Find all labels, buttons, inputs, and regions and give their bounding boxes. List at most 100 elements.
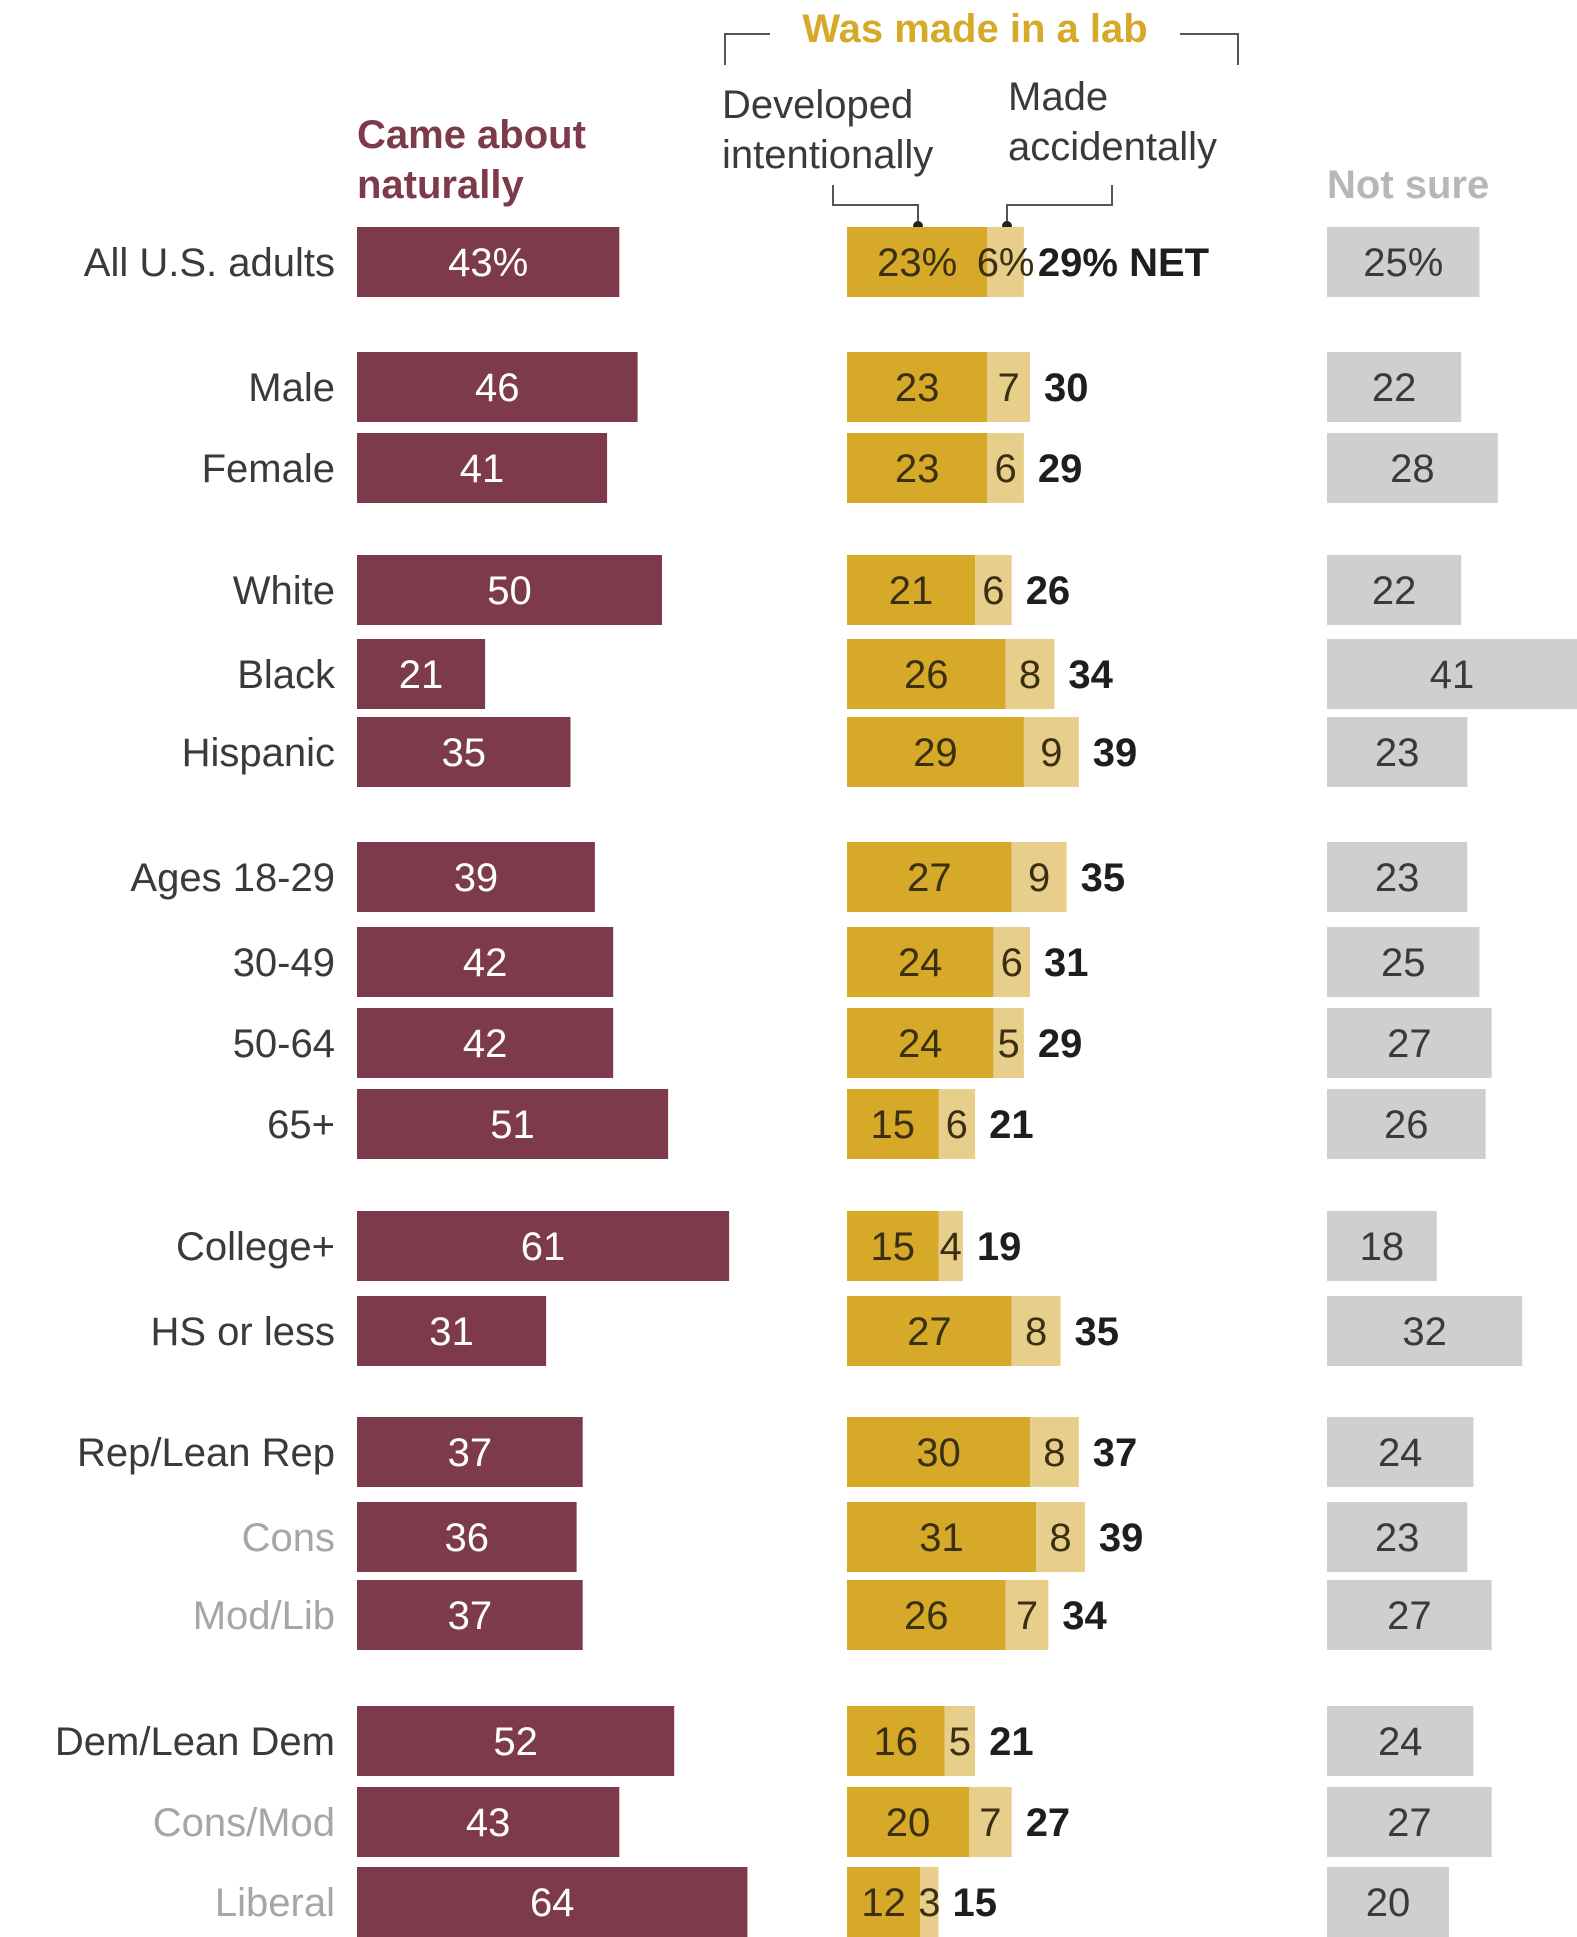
intentional-bar (847, 927, 994, 997)
accidental-bar (987, 227, 1024, 297)
not-sure-value-label: 24 (1378, 1720, 1423, 1764)
intentional-value-label: 16 (874, 1720, 919, 1764)
accidental-value-label: 7 (998, 366, 1020, 410)
intentional-leader-line (832, 185, 919, 226)
accidental-bar (920, 1867, 939, 1937)
accidental-bar (1030, 1417, 1079, 1487)
intentional-value-label: 23 (895, 366, 940, 410)
accidental-bar (1036, 1502, 1085, 1572)
intentional-value-label: 23 (895, 447, 940, 491)
row-label: Cons (242, 1516, 335, 1560)
naturally-bar (357, 1706, 675, 1776)
intentional-bar (847, 1867, 921, 1937)
not-sure-value-label: 27 (1387, 1022, 1432, 1066)
naturally-value-label: 42 (463, 1022, 508, 1066)
intentional-bar (847, 1211, 939, 1281)
naturally-bar (357, 1580, 583, 1650)
intentional-bar (847, 433, 988, 503)
lab-header: Was made in a lab (802, 7, 1147, 51)
naturally-bar (357, 555, 662, 625)
not-sure-bar (1327, 842, 1468, 912)
naturally-bar (357, 1089, 669, 1159)
naturally-bar (357, 1417, 583, 1487)
intentional-bar (847, 352, 988, 422)
not-sure-bar (1327, 555, 1462, 625)
not-sure-value-label: 23 (1375, 1516, 1420, 1560)
naturally-bar (357, 1787, 620, 1857)
row-label: Ages 18-29 (130, 856, 335, 900)
accidental-bar (938, 1089, 976, 1159)
accidental-value-label: 8 (1019, 653, 1041, 697)
naturally-bar (357, 639, 486, 709)
intentional-value-label: 26 (904, 1594, 949, 1638)
naturally-value-label: 39 (454, 856, 499, 900)
row-label: Hispanic (182, 731, 335, 775)
not-sure-bar (1327, 1089, 1486, 1159)
intentional-value-label: 26 (904, 653, 949, 697)
not-sure-bar (1327, 717, 1468, 787)
net-value-label: 34 (1062, 1594, 1107, 1638)
accidental-value-label: 4 (940, 1225, 962, 1269)
intentional-value-label: 15 (871, 1103, 916, 1147)
naturally-bar (357, 1211, 730, 1281)
accidental-bar (1005, 639, 1055, 709)
row-label: Rep/Lean Rep (77, 1431, 335, 1475)
net-value-label: 34 (1068, 653, 1113, 697)
naturally-bar (357, 1008, 614, 1078)
accidental-value-label: 6 (946, 1103, 968, 1147)
intentional-value-label: 20 (886, 1801, 931, 1845)
lab-bracket-left (724, 33, 770, 65)
lab-bracket-right (1180, 33, 1239, 65)
net-value-label: 29 (1038, 447, 1083, 491)
intentional-bar (847, 555, 976, 625)
accidental-bar (975, 555, 1012, 625)
row-label: All U.S. adults (84, 241, 335, 285)
intentional-bar (847, 1417, 1030, 1487)
net-value-label: 30 (1044, 366, 1089, 410)
intentional-bar (847, 1008, 994, 1078)
naturally-value-label: 31 (429, 1310, 474, 1354)
accidental-value-label: 6 (994, 447, 1016, 491)
naturally-value-label: 61 (521, 1225, 566, 1269)
intentional-value-label: 31 (919, 1516, 964, 1560)
net-value-label: 27 (1026, 1801, 1071, 1845)
naturally-value-label: 46 (475, 366, 520, 410)
not-sure-bar (1327, 1787, 1492, 1857)
accidental-value-label: 5 (949, 1720, 971, 1764)
net-value-label: 26 (1026, 569, 1071, 613)
not-sure-bar (1327, 227, 1480, 297)
accidental-bar (1005, 1580, 1049, 1650)
naturally-header-line2: naturally (357, 163, 524, 207)
accidental-bar (944, 1706, 976, 1776)
accidental-bar (1011, 1296, 1061, 1366)
row-label: Cons/Mod (153, 1801, 335, 1845)
net-value-label: 21 (989, 1720, 1034, 1764)
row-label: Mod/Lib (193, 1594, 335, 1638)
rows: All U.S. adults 43% 23% 6% 29% NET 25%Male 46 2… (55, 227, 1577, 1937)
not-sure-bar (1327, 1867, 1449, 1937)
headers: Came about naturally Was made in a lab D… (357, 7, 1489, 231)
accidental-value-label: 3 (918, 1881, 940, 1925)
net-value-label: 35 (1081, 856, 1126, 900)
row-label: 65+ (267, 1103, 335, 1147)
naturally-value-label: 37 (448, 1594, 493, 1638)
naturally-bar (357, 1296, 547, 1366)
net-value-label: 37 (1093, 1431, 1138, 1475)
intentional-bar (847, 1502, 1037, 1572)
net-value-label: 15 (953, 1881, 998, 1925)
not-sure-value-label: 25% (1363, 241, 1443, 285)
naturally-value-label: 37 (448, 1431, 493, 1475)
naturally-bar (357, 1867, 748, 1937)
intentional-value-label: 23% (877, 241, 957, 285)
naturally-value-label: 43 (466, 1801, 511, 1845)
row-label: Female (202, 447, 335, 491)
intentional-value-label: 15 (871, 1225, 916, 1269)
not-sure-bar (1327, 1211, 1437, 1281)
naturally-bar (357, 433, 608, 503)
accidental-value-label: 8 (1049, 1516, 1071, 1560)
not-sure-bar (1327, 1580, 1492, 1650)
accidental-bar (993, 1008, 1024, 1078)
not-sure-value-label: 22 (1372, 569, 1417, 613)
not-sure-value-label: 26 (1384, 1103, 1429, 1147)
